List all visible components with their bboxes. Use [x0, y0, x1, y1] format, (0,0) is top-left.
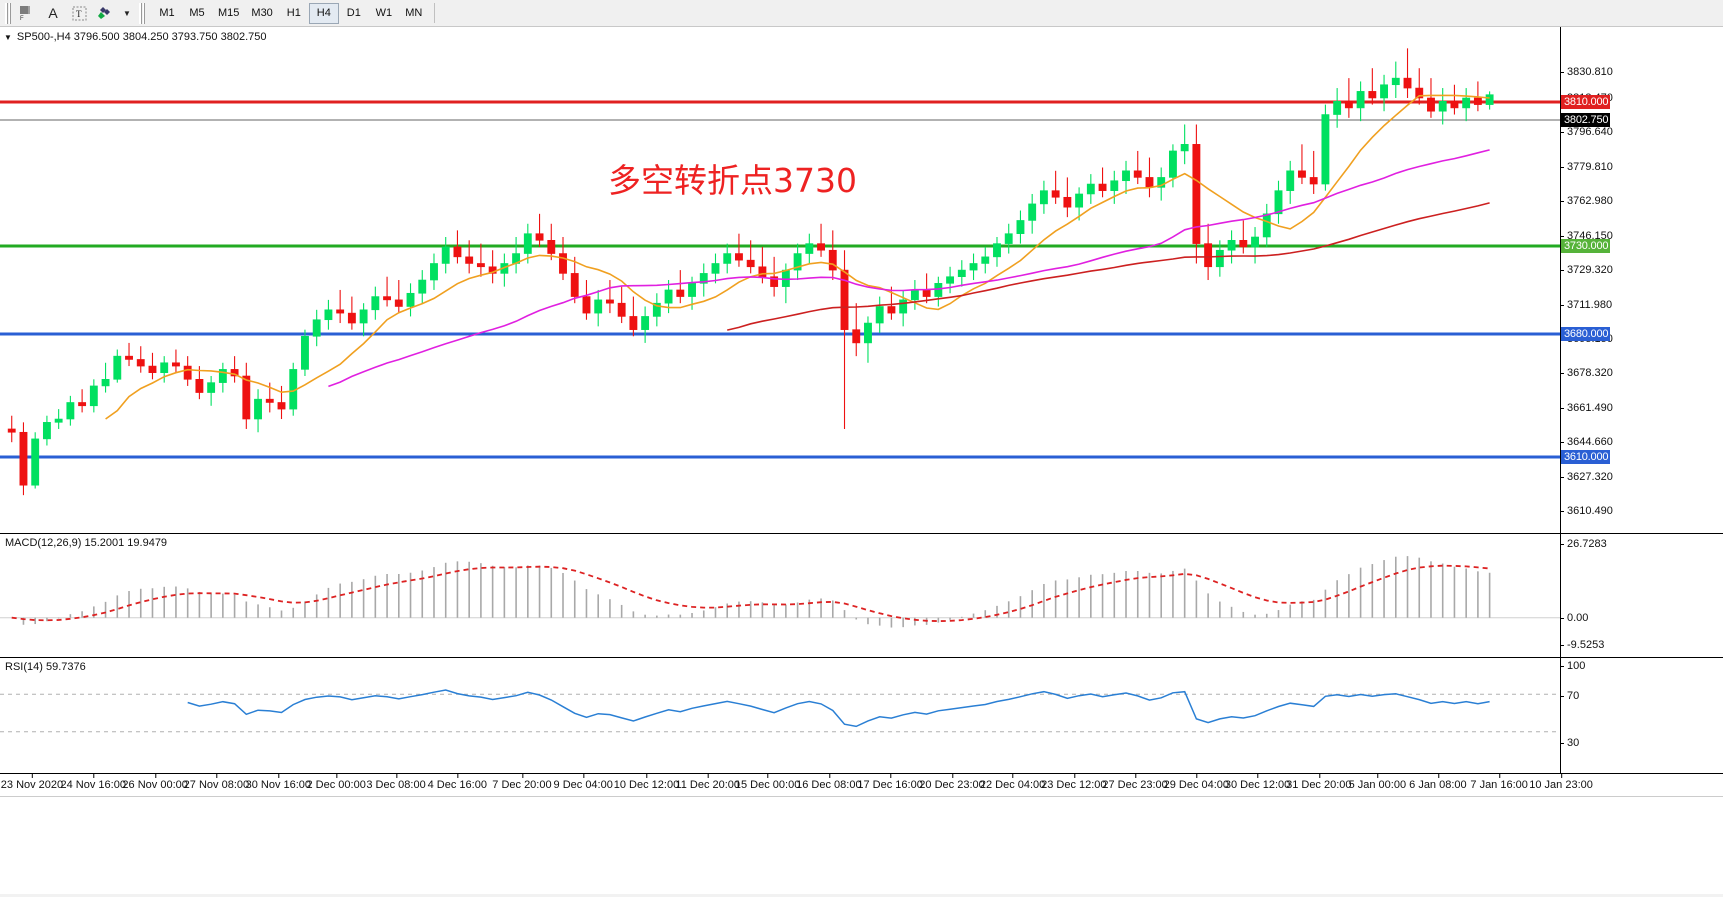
timeframe-h1[interactable]: H1	[286, 7, 301, 19]
price-tick-2: 3796.640	[1560, 126, 1613, 138]
time-label-8: 7 Dec 20:00	[492, 773, 552, 791]
crosshair-grid-icon[interactable]: F	[14, 2, 40, 25]
price-tick-7: 3711.980	[1560, 299, 1612, 311]
timeframe-w1[interactable]: W1	[375, 7, 393, 19]
time-label-1: 24 Nov 16:00	[60, 773, 126, 791]
price-tick-6: 3729.320	[1560, 264, 1613, 276]
price-level-3730[interactable]: 3730.000	[1561, 239, 1611, 253]
timeframe-m1[interactable]: M1	[159, 7, 175, 19]
price-plot	[0, 48, 1560, 496]
time-label-17: 23 Dec 12:00	[1041, 773, 1107, 791]
time-label-10: 10 Dec 12:00	[613, 773, 680, 791]
symbol-ohlc-text: SP500-,H4 3796.500 3804.250 3793.750 380…	[16, 31, 267, 43]
timeframe-buttons: M1 M5 M15 M30 H1 H4 D1 W1 MN	[152, 2, 429, 24]
time-label-6: 3 Dec 08:00	[366, 773, 426, 791]
collapse-caret-icon[interactable]: ▼	[4, 32, 12, 42]
time-label-21: 31 Dec 20:00	[1286, 773, 1352, 791]
rsi-indicator-label: RSI(14) 59.7376	[5, 661, 86, 673]
svg-text:T: T	[76, 9, 82, 19]
current-price-3802750[interactable]: 3802.750	[1561, 113, 1611, 127]
time-label-11: 11 Dec 20:00	[675, 773, 741, 791]
timeframe-mn[interactable]: MN	[405, 7, 423, 19]
time-label-13: 16 Dec 08:00	[796, 773, 862, 791]
price-tick-10: 3661.490	[1560, 402, 1613, 414]
timeframe-d1[interactable]: D1	[346, 7, 361, 19]
rsi-axis[interactable]: 100 70 30	[1560, 658, 1723, 773]
time-label-22: 5 Jan 00:00	[1348, 773, 1407, 791]
rsi-axis-line	[1560, 658, 1561, 773]
price-tick-4: 3762.980	[1560, 195, 1613, 207]
time-label-9: 9 Dec 04:00	[553, 773, 613, 791]
price-tick-3: 3779.810	[1560, 161, 1613, 173]
chevron-down-icon[interactable]: ▼	[123, 8, 131, 18]
timeframe-m15[interactable]: M15	[218, 7, 240, 19]
time-label-25: 10 Jan 23:00	[1529, 773, 1593, 791]
price-level-3610[interactable]: 3610.000	[1561, 450, 1611, 464]
time-label-12: 15 Dec 00:00	[734, 773, 801, 791]
price-axis-line	[1560, 27, 1561, 533]
macd-tick-2: -9.5253	[1560, 639, 1604, 651]
svg-text:F: F	[20, 16, 24, 21]
toolbar-grip[interactable]	[5, 2, 11, 24]
time-label-3: 27 Nov 08:00	[183, 773, 250, 791]
time-label-15: 20 Dec 23:00	[919, 773, 985, 791]
macd-pane[interactable]: MACD(12,26,9) 15.2001 19.9479 26.7283 0.0…	[0, 533, 1723, 657]
time-label-5: 2 Dec 00:00	[306, 773, 366, 791]
rsi-tick-1: 70	[1560, 690, 1579, 702]
shapes-icon[interactable]	[92, 2, 118, 25]
time-label-0: 23 Nov 2020	[0, 773, 64, 791]
time-label-2: 26 Nov 00:00	[122, 773, 188, 791]
macd-indicator-label: MACD(12,26,9) 15.2001 19.9479	[5, 537, 168, 549]
price-tick-11: 3644.660	[1560, 436, 1613, 448]
time-label-7: 4 Dec 16:00	[427, 773, 487, 791]
price-tick-12: 3627.320	[1560, 471, 1613, 483]
macd-tick-1: 0.00	[1560, 612, 1588, 624]
main-toolbar: F A T ▼ M1 M5 M15 M30 H1	[0, 0, 1723, 27]
time-label-16: 22 Dec 04:00	[979, 773, 1046, 791]
time-label-23: 6 Jan 08:00	[1409, 773, 1467, 791]
rsi-tick-2: 30	[1560, 737, 1579, 749]
rsi-pane[interactable]: RSI(14) 59.7376 100 70 30	[0, 657, 1723, 773]
timeframe-m30[interactable]: M30	[251, 7, 273, 19]
price-tick-9: 3678.320	[1560, 367, 1613, 379]
macd-tick-0: 26.7283	[1560, 538, 1607, 550]
rsi-tick-0: 100	[1560, 660, 1585, 672]
rsi-plot	[0, 689, 1560, 733]
text-label-icon[interactable]: A	[48, 5, 58, 21]
time-label-14: 17 Dec 16:00	[857, 773, 923, 791]
timeframe-group-grip[interactable]	[139, 2, 145, 24]
time-label-18: 27 Dec 23:00	[1102, 773, 1168, 791]
price-pane[interactable]: ▼ SP500-,H4 3796.500 3804.250 3793.750 3…	[0, 27, 1723, 654]
symbol-info-bar: ▼ SP500-,H4 3796.500 3804.250 3793.750 3…	[4, 31, 266, 43]
time-label-19: 29 Dec 04:00	[1163, 773, 1230, 791]
time-label-4: 30 Nov 16:00	[245, 773, 312, 791]
macd-axis-line	[1560, 534, 1561, 657]
text-box-icon[interactable]: T	[66, 2, 92, 25]
horizontal-scrollbar[interactable]	[0, 894, 1723, 897]
chart-container[interactable]: ▼ SP500-,H4 3796.500 3804.250 3793.750 3…	[0, 27, 1723, 897]
time-axis[interactable]: 23 Nov 2020 24 Nov 16:00 26 Nov 00:00 27 No…	[0, 773, 1723, 797]
price-level-3680[interactable]: 3680.000	[1561, 327, 1611, 341]
price-level-3810[interactable]: 3810.000	[1561, 95, 1611, 109]
macd-axis[interactable]: 26.7283 0.00 -9.5253	[1560, 534, 1723, 657]
chart-annotation-text: 多空转折点3730	[608, 161, 857, 200]
time-label-20: 30 Dec 12:00	[1224, 773, 1291, 791]
timeframe-m5[interactable]: M5	[189, 7, 205, 19]
price-tick-13: 3610.490	[1560, 505, 1613, 517]
timeframe-h4[interactable]: H4	[308, 2, 339, 24]
toolbar-separator	[433, 3, 435, 23]
time-label-24: 7 Jan 16:00	[1470, 773, 1528, 791]
price-axis[interactable]: 3830.8103813.4703796.6403779.8103762.980…	[1560, 27, 1723, 654]
price-tick-0: 3830.810	[1560, 66, 1613, 78]
macd-plot	[0, 556, 1560, 628]
